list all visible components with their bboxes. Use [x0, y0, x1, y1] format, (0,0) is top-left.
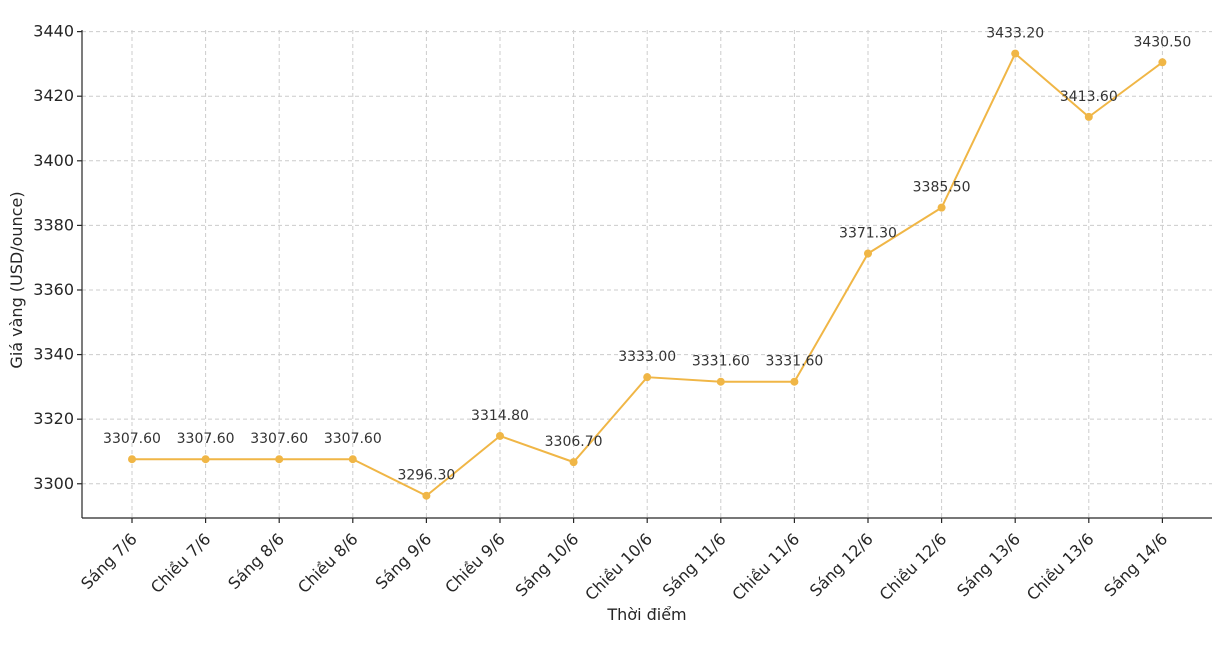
data-point: [1158, 58, 1167, 67]
x-tick-label: Sáng 12/6: [806, 529, 877, 600]
y-tick-label: 3340: [33, 345, 74, 364]
x-tick-label: Chiều 10/6: [581, 529, 656, 604]
y-tick-label: 3400: [33, 151, 74, 170]
x-tick-label: Chiều 8/6: [294, 529, 362, 597]
x-tick-label: Sáng 13/6: [953, 529, 1024, 600]
data-point: [1084, 112, 1093, 121]
x-tick-label: Sáng 7/6: [77, 529, 141, 593]
x-tick-label: Chiều 12/6: [876, 529, 951, 604]
data-label: 3307.60: [324, 431, 382, 447]
data-label: 3307.60: [250, 431, 308, 447]
data-point: [201, 455, 210, 464]
data-label: 3333.00: [618, 349, 676, 365]
x-tick-label: Chiều 13/6: [1023, 529, 1098, 604]
series-layer: [128, 49, 1167, 500]
data-label: 3307.60: [103, 431, 161, 447]
data-point: [422, 491, 431, 500]
data-point: [496, 431, 504, 440]
data-point: [1011, 49, 1020, 58]
x-tick-label: Sáng 9/6: [372, 529, 436, 593]
y-axis-title: Giá vàng (USD/ounce): [7, 191, 26, 368]
data-label: 3433.20: [986, 26, 1044, 42]
y-tick-label: 3320: [33, 409, 74, 428]
axes-layer: 3300 3320 3340 3360 3380 3400 3420 3440 Sáng 7/6…: [33, 22, 1212, 604]
data-point: [348, 455, 357, 464]
y-tick-label: 3380: [33, 215, 74, 234]
data-label: 3331.60: [765, 354, 823, 370]
data-point: [643, 373, 652, 382]
data-label: 3307.60: [177, 431, 235, 447]
x-tick-label: Sáng 8/6: [224, 529, 288, 593]
x-tick-label: Chiều 9/6: [441, 529, 509, 597]
data-label: 3296.30: [397, 468, 455, 484]
y-tick-label: 3300: [33, 474, 74, 493]
data-label: 3306.70: [545, 434, 603, 450]
y-tick-label: 3440: [33, 22, 74, 41]
data-label: 3371.30: [839, 225, 897, 241]
data-point: [569, 458, 578, 467]
labels-layer: 3307.60 3307.60 3307.60 3307.60 3296.30 3314.…: [103, 26, 1191, 484]
data-point: [275, 455, 284, 464]
x-tick-label: Sáng 10/6: [512, 529, 583, 600]
data-point: [864, 249, 872, 258]
data-label: 3314.80: [471, 408, 529, 424]
data-label: 3385.50: [913, 180, 971, 196]
y-tick-label: 3360: [33, 280, 74, 299]
data-label: 3413.60: [1060, 89, 1118, 105]
x-tick-label: Chiều 7/6: [147, 529, 215, 597]
data-label: 3331.60: [692, 354, 750, 370]
data-point: [128, 455, 136, 464]
x-tick-label: Sáng 11/6: [659, 529, 730, 600]
data-point: [790, 377, 799, 386]
x-tick-label: Sáng 14/6: [1100, 529, 1171, 600]
data-label: 3430.50: [1133, 34, 1191, 50]
x-axis-title: Thời điểm: [606, 605, 686, 624]
data-point: [716, 377, 725, 386]
data-point: [937, 203, 946, 212]
x-tick-label: Chiều 11/6: [728, 529, 803, 604]
y-tick-label: 3420: [33, 86, 74, 105]
